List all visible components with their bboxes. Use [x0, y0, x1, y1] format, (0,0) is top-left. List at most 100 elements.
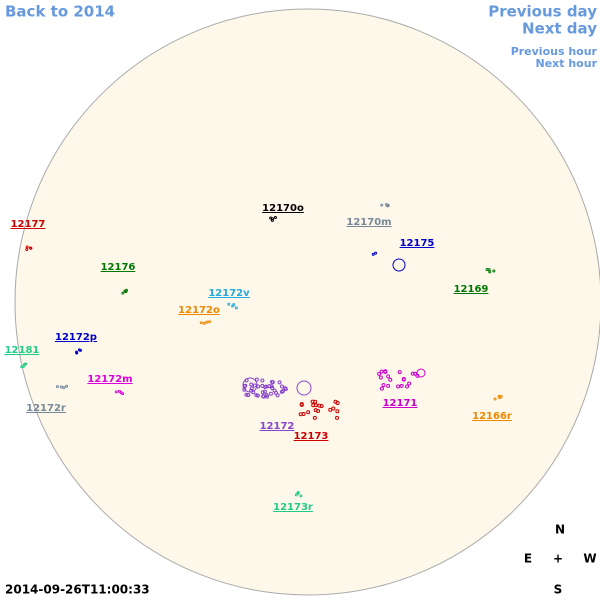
sunspot [269, 384, 274, 389]
sunspot [405, 384, 410, 389]
sunspot [294, 493, 298, 497]
sunspot [311, 403, 316, 408]
sunspot [384, 203, 388, 207]
compass-north: N [555, 523, 565, 537]
sunspot [28, 246, 32, 250]
region-label[interactable]: 12172v [208, 288, 250, 299]
region-label[interactable]: 12172 [260, 421, 295, 432]
region-label[interactable]: 12173r [273, 502, 313, 513]
sunspot [371, 252, 375, 256]
sunspot [199, 321, 203, 325]
sunspot [328, 407, 333, 412]
sunspot [335, 415, 340, 420]
region-label[interactable]: 12175 [400, 238, 435, 249]
sunspot [62, 386, 66, 390]
sunspot [279, 384, 284, 389]
sunspot [205, 320, 209, 324]
sunspot [246, 393, 251, 398]
sunspot [270, 385, 275, 390]
sunspot [416, 368, 426, 378]
sunspot [121, 392, 125, 396]
compass-east: E [524, 552, 532, 566]
sunspot [388, 377, 393, 382]
sunspot [249, 382, 254, 387]
sunspot [65, 384, 69, 388]
sunspot [270, 380, 275, 385]
previous-hour-link[interactable]: Previous hour [511, 45, 598, 58]
region-label[interactable]: 12166r [472, 411, 512, 422]
sunspot [231, 304, 235, 308]
timestamp: 2014-09-26T11:00:33 [5, 583, 150, 597]
region-label[interactable]: 12172m [87, 374, 132, 385]
sunspot [25, 248, 29, 252]
sunspot [379, 386, 384, 391]
sunspot [377, 371, 382, 376]
sunspot [261, 394, 266, 399]
sunspot [75, 350, 79, 354]
sunspot [262, 389, 267, 394]
sunspot [301, 412, 306, 417]
sunspot [407, 381, 412, 386]
sunspot [383, 369, 388, 374]
region-label[interactable]: 12169 [454, 284, 489, 295]
region-label[interactable]: 12181 [5, 345, 40, 356]
region-label[interactable]: 12176 [101, 262, 136, 273]
sunspot [331, 406, 336, 411]
sunspot [396, 384, 401, 389]
sunspot [313, 399, 318, 404]
sunspot [227, 302, 231, 306]
region-label[interactable]: 12172r [26, 403, 66, 414]
back-link[interactable]: Back to 2014 [5, 3, 115, 21]
region-label[interactable]: 12170o [262, 203, 304, 214]
sunspot [267, 384, 272, 389]
sunspot [493, 397, 497, 401]
sunspot [242, 377, 258, 393]
sunspot [273, 216, 277, 220]
region-label[interactable]: 12177 [11, 219, 46, 230]
region-label[interactable]: 12172o [178, 305, 220, 316]
sunspot [78, 348, 82, 352]
sunspot [296, 380, 312, 396]
sunspot [25, 245, 29, 249]
sunspot [399, 383, 404, 388]
sunspot [317, 403, 322, 408]
sunspot [260, 378, 265, 383]
sunspot [374, 251, 378, 255]
sunspot [386, 374, 391, 379]
sunspot [260, 390, 265, 395]
previous-day-link[interactable]: Previous day [488, 3, 597, 21]
region-label[interactable]: 12172p [55, 332, 97, 343]
sunspot [254, 377, 259, 382]
sunspot [312, 415, 317, 420]
sunspot [378, 375, 383, 380]
next-hour-link[interactable]: Next hour [536, 57, 598, 70]
sunspot [488, 270, 492, 274]
sunspot [381, 383, 386, 388]
region-label[interactable]: 12170m [346, 217, 391, 228]
compass-south: S [554, 583, 563, 597]
region-label[interactable]: 12171 [383, 398, 418, 409]
sunspot [299, 494, 303, 498]
sunspot [306, 410, 311, 415]
sunspot [121, 291, 125, 295]
sunspot [24, 362, 28, 366]
sunspot [283, 386, 288, 391]
sunspot [244, 392, 249, 397]
sunspot [392, 258, 406, 272]
sunspot [498, 396, 502, 400]
sunspot [59, 385, 63, 389]
next-day-link[interactable]: Next day [522, 20, 597, 38]
sunspot [114, 390, 118, 394]
sunspot [492, 269, 496, 273]
sunspot [274, 390, 279, 395]
sunspot [401, 377, 406, 382]
sunspot [397, 370, 402, 375]
region-label[interactable]: 12173 [294, 431, 329, 442]
sunspot [252, 383, 257, 388]
sunspot [380, 203, 384, 207]
sunspot [335, 409, 340, 414]
sunspot [485, 267, 489, 271]
sunspot [386, 383, 391, 388]
sunspot [263, 385, 268, 390]
